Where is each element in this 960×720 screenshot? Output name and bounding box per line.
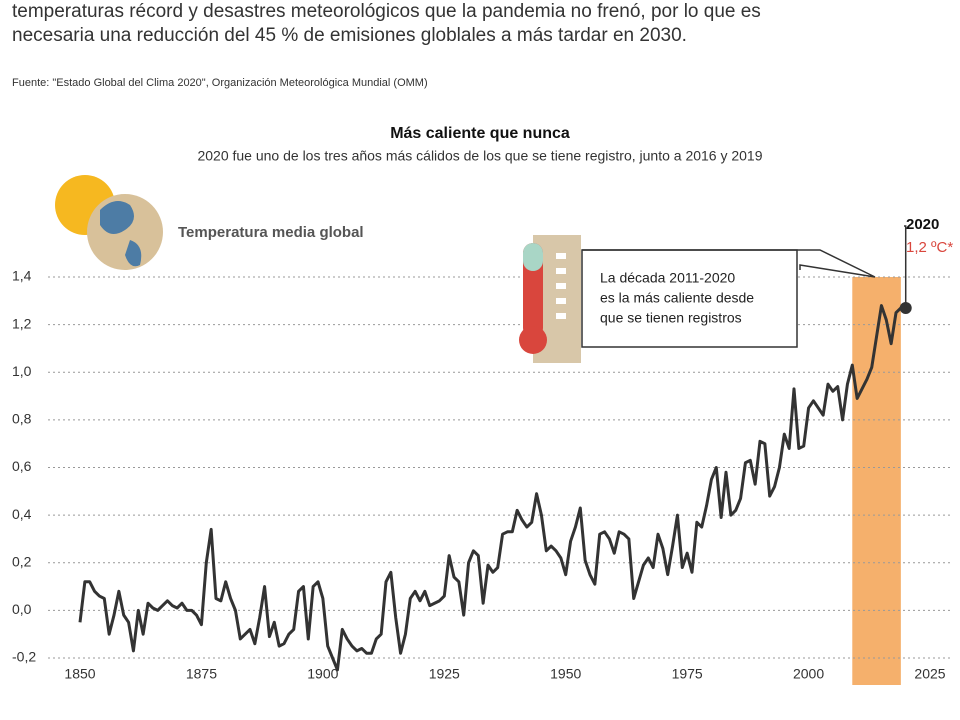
annotation-pointer	[582, 249, 876, 278]
y-tick-label: 1,4	[12, 268, 32, 284]
annotation: La década 2011-2020	[600, 270, 735, 286]
x-tick-label: 2025	[914, 666, 945, 682]
intro: temperaturas récord y desastres meteorol…	[12, 0, 952, 48]
y-tick-label: 0,0	[12, 601, 32, 617]
annotation: que se tienen registros	[600, 310, 742, 326]
x-tick-label: 1875	[186, 666, 217, 682]
end-value: 1,2 ºC*	[906, 239, 953, 256]
annotation-box	[581, 249, 798, 348]
x-tick-label: 1900	[307, 666, 338, 682]
end-leader	[904, 225, 907, 308]
chart-subtitle: 2020 fue uno de los tres años más cálido…	[197, 148, 762, 164]
end-year: 2020	[906, 216, 939, 233]
intro-line: temperaturas récord y desastres meteorol…	[12, 1, 761, 22]
data-line	[78, 304, 906, 672]
annotation: es la más caliente desde	[600, 290, 754, 306]
y-tick-label: -0,2	[12, 649, 36, 665]
x-tick-label: 1975	[672, 666, 703, 682]
chart-title: Más caliente que nunca	[390, 125, 570, 142]
x-tick-label: 1925	[429, 666, 460, 682]
series-label: Temperatura media global	[178, 224, 364, 241]
y-tick-label: 0,6	[12, 458, 32, 474]
y-tick-label: 0,2	[12, 553, 32, 569]
y-tick-label: 1,0	[12, 363, 32, 379]
source: Fuente: "Estado Global del Clima 2020", …	[12, 77, 428, 89]
x-tick-label: 1850	[64, 666, 95, 682]
y-tick-label: 0,4	[12, 506, 32, 522]
thermometer-icon	[519, 235, 581, 363]
y-tick-label: 1,2	[12, 315, 32, 331]
sun-earth-icon	[55, 175, 163, 270]
x-tick-label: 2000	[793, 666, 824, 682]
y-tick-label: 0,8	[12, 411, 32, 427]
x-tick-label: 1950	[550, 666, 581, 682]
intro-line: necesaria una reducción del 45 % de emis…	[12, 25, 687, 46]
chart: Más caliente que nunca 2020 fue uno de l…	[12, 125, 953, 685]
